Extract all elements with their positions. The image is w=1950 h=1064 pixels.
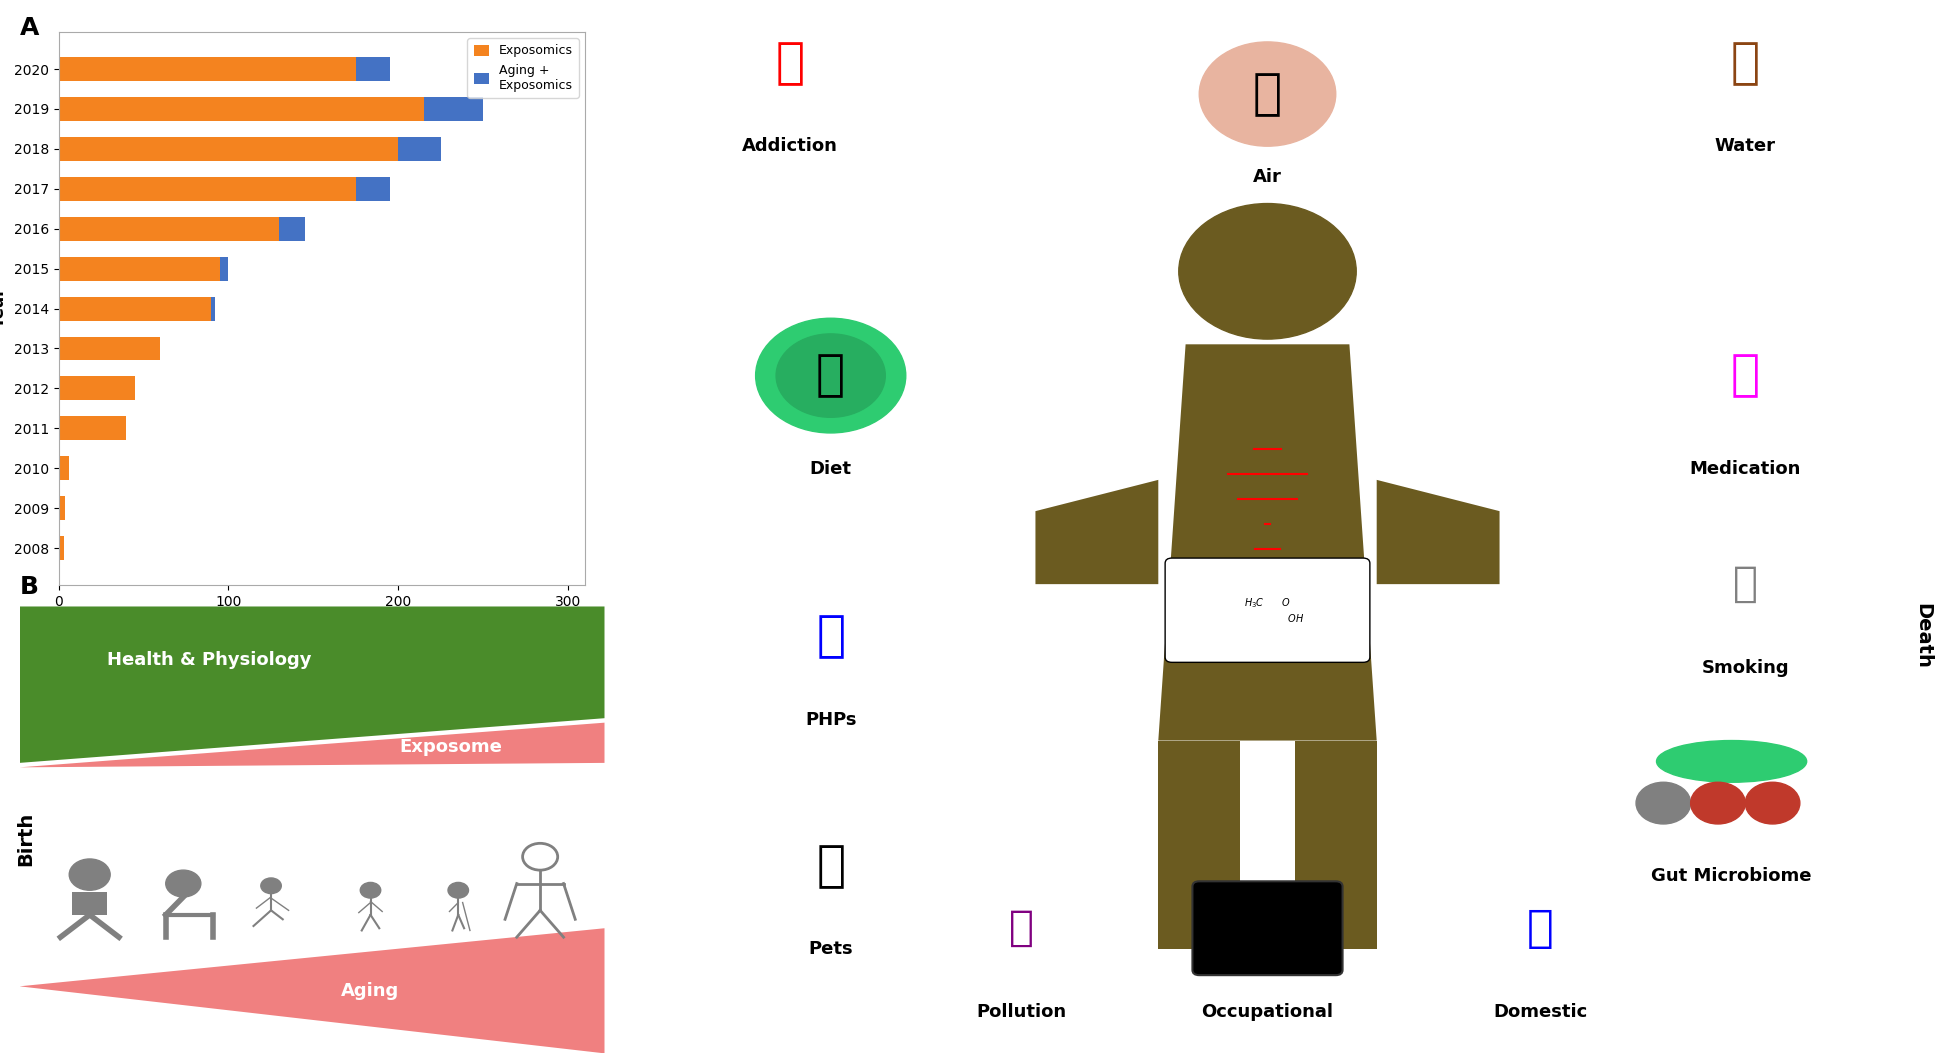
Bar <box>398 137 441 161</box>
Bar <box>58 57 355 81</box>
Y-axis label: Year: Year <box>0 288 8 329</box>
Polygon shape <box>20 722 604 767</box>
Text: 🍽️: 🍽️ <box>817 351 844 400</box>
Ellipse shape <box>1658 741 1808 782</box>
Text: 🚗: 🚗 <box>1010 908 1034 949</box>
Polygon shape <box>1035 480 1158 584</box>
Circle shape <box>448 882 468 898</box>
Text: Death: Death <box>1913 603 1932 669</box>
Bar <box>58 456 68 480</box>
Bar <box>58 297 211 320</box>
Text: Water: Water <box>1714 137 1776 155</box>
Polygon shape <box>1377 480 1500 584</box>
Circle shape <box>361 882 380 898</box>
Text: 🚬: 🚬 <box>1734 563 1757 605</box>
Text: 🪥: 🪥 <box>817 612 844 661</box>
Polygon shape <box>20 606 604 763</box>
Circle shape <box>1691 782 1745 824</box>
Circle shape <box>70 859 109 891</box>
Text: Pets: Pets <box>809 941 852 958</box>
Bar <box>58 336 160 361</box>
Text: Gut Microbiome: Gut Microbiome <box>1652 867 1812 885</box>
Bar <box>58 177 355 201</box>
Circle shape <box>261 878 281 894</box>
Text: 🐕: 🐕 <box>817 842 844 890</box>
Circle shape <box>776 334 885 417</box>
Bar <box>58 137 398 161</box>
Text: Domestic: Domestic <box>1494 1002 1587 1020</box>
Text: Pollution: Pollution <box>977 1002 1067 1020</box>
Circle shape <box>1178 203 1357 339</box>
Bar <box>58 97 423 121</box>
Bar <box>211 297 214 320</box>
Polygon shape <box>72 893 107 915</box>
Text: Diet: Diet <box>809 461 852 479</box>
Circle shape <box>1745 782 1800 824</box>
Text: B: B <box>20 575 39 599</box>
Polygon shape <box>1295 741 1377 949</box>
Bar <box>58 256 220 281</box>
FancyBboxPatch shape <box>1166 559 1369 662</box>
Bar <box>58 217 279 240</box>
Text: Medication: Medication <box>1689 461 1802 479</box>
Text: Aging: Aging <box>341 982 400 1000</box>
Text: PHPs: PHPs <box>805 711 856 729</box>
Text: 🧹: 🧹 <box>1527 907 1554 950</box>
Text: 🍷: 🍷 <box>776 38 803 87</box>
Bar <box>58 416 127 440</box>
Legend: Exposomics, Aging +
Exposomics: Exposomics, Aging + Exposomics <box>468 38 579 98</box>
Text: Addiction: Addiction <box>741 137 838 155</box>
Circle shape <box>1636 782 1691 824</box>
Polygon shape <box>1158 345 1377 741</box>
Polygon shape <box>1158 741 1240 949</box>
Bar <box>423 97 484 121</box>
Circle shape <box>757 318 905 433</box>
Bar <box>58 536 64 560</box>
Text: Health & Physiology: Health & Physiology <box>107 651 312 669</box>
FancyBboxPatch shape <box>1193 881 1342 975</box>
Text: Exposome: Exposome <box>400 738 503 757</box>
Text: Smoking: Smoking <box>1702 659 1788 677</box>
Text: Occupational: Occupational <box>1201 1002 1334 1020</box>
Bar <box>58 377 135 400</box>
Text: $H_3C\hspace{2}O$
$\hspace{6}OH$: $H_3C\hspace{2}O$ $\hspace{6}OH$ <box>1230 596 1305 625</box>
X-axis label: No. of PubMed Articles: No. of PubMed Articles <box>232 615 411 629</box>
Bar <box>220 256 228 281</box>
Text: Air: Air <box>1254 168 1281 186</box>
Circle shape <box>1199 41 1336 146</box>
Text: 🫁: 🫁 <box>1254 70 1281 118</box>
Text: A: A <box>20 16 39 40</box>
Text: Birth: Birth <box>16 812 35 866</box>
Bar <box>58 496 64 520</box>
Text: 🚿: 🚿 <box>1732 38 1759 87</box>
Bar <box>355 57 390 81</box>
Bar <box>355 177 390 201</box>
Circle shape <box>166 870 201 897</box>
Bar <box>279 217 304 240</box>
Text: 💊: 💊 <box>1732 351 1759 400</box>
Polygon shape <box>20 928 604 1053</box>
